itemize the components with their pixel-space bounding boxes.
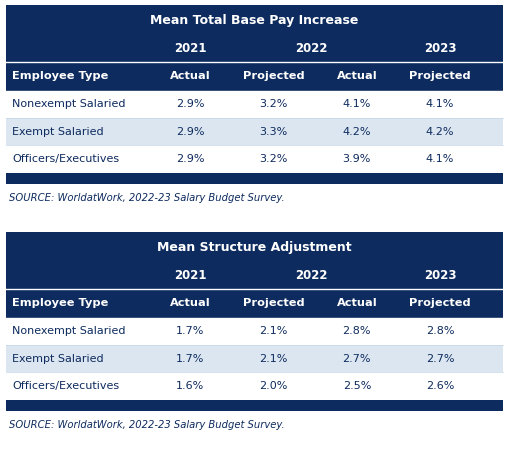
Text: 2.5%: 2.5% <box>343 381 371 391</box>
Text: 2.9%: 2.9% <box>176 99 205 109</box>
Bar <box>6 62 503 91</box>
Text: 1.6%: 1.6% <box>176 381 205 391</box>
Bar <box>6 345 503 372</box>
Text: 2.8%: 2.8% <box>426 326 455 336</box>
Text: Actual: Actual <box>170 71 211 81</box>
Text: 2.7%: 2.7% <box>426 354 455 364</box>
Text: Exempt Salaried: Exempt Salaried <box>12 354 104 364</box>
Text: Projected: Projected <box>409 298 471 308</box>
Text: 2023: 2023 <box>424 42 456 55</box>
Text: SOURCE: WorldatWork, 2022-23 Salary Budget Survey.: SOURCE: WorldatWork, 2022-23 Salary Budg… <box>9 420 285 430</box>
Text: Actual: Actual <box>170 298 211 308</box>
Text: 2022: 2022 <box>295 42 328 55</box>
Text: Officers/Executives: Officers/Executives <box>12 154 119 164</box>
Text: Officers/Executives: Officers/Executives <box>12 381 119 391</box>
Bar <box>6 36 503 62</box>
Text: Employee Type: Employee Type <box>12 71 108 81</box>
Text: 1.7%: 1.7% <box>176 326 205 336</box>
Text: 2.9%: 2.9% <box>176 154 205 164</box>
Text: Exempt Salaried: Exempt Salaried <box>12 127 104 137</box>
Bar <box>6 289 503 318</box>
Text: Projected: Projected <box>409 71 471 81</box>
Bar <box>6 118 503 145</box>
Text: Mean Structure Adjustment: Mean Structure Adjustment <box>157 241 352 254</box>
Bar <box>6 232 503 263</box>
Bar <box>6 372 503 400</box>
Text: 3.9%: 3.9% <box>343 154 371 164</box>
Text: 2022: 2022 <box>295 269 328 282</box>
Text: 3.2%: 3.2% <box>260 99 288 109</box>
Text: 1.7%: 1.7% <box>176 354 205 364</box>
Text: Nonexempt Salaried: Nonexempt Salaried <box>12 326 126 336</box>
Text: Employee Type: Employee Type <box>12 298 108 308</box>
Text: 4.2%: 4.2% <box>343 127 371 137</box>
Bar <box>6 5 503 36</box>
Bar <box>6 263 503 289</box>
Bar <box>6 145 503 173</box>
Text: 3.2%: 3.2% <box>260 154 288 164</box>
Text: 2021: 2021 <box>174 269 207 282</box>
Text: 2.6%: 2.6% <box>426 381 454 391</box>
Text: 2.1%: 2.1% <box>260 326 288 336</box>
Bar <box>6 318 503 345</box>
Text: Actual: Actual <box>336 71 377 81</box>
Text: 2023: 2023 <box>424 269 456 282</box>
Bar <box>6 400 503 411</box>
Text: 4.2%: 4.2% <box>426 127 455 137</box>
Text: 2.1%: 2.1% <box>260 354 288 364</box>
Text: SOURCE: WorldatWork, 2022-23 Salary Budget Survey.: SOURCE: WorldatWork, 2022-23 Salary Budg… <box>9 193 285 203</box>
Text: Projected: Projected <box>243 71 304 81</box>
Text: Nonexempt Salaried: Nonexempt Salaried <box>12 99 126 109</box>
Text: 2.9%: 2.9% <box>176 127 205 137</box>
Text: Projected: Projected <box>243 298 304 308</box>
Text: 4.1%: 4.1% <box>426 99 454 109</box>
Text: 2.8%: 2.8% <box>343 326 371 336</box>
Bar <box>6 173 503 184</box>
Text: Mean Total Base Pay Increase: Mean Total Base Pay Increase <box>150 14 359 27</box>
Text: 4.1%: 4.1% <box>343 99 371 109</box>
Text: 4.1%: 4.1% <box>426 154 454 164</box>
Text: 3.3%: 3.3% <box>260 127 288 137</box>
Bar <box>6 91 503 118</box>
Text: 2021: 2021 <box>174 42 207 55</box>
Text: Actual: Actual <box>336 298 377 308</box>
Text: 2.0%: 2.0% <box>260 381 288 391</box>
Text: 2.7%: 2.7% <box>343 354 371 364</box>
